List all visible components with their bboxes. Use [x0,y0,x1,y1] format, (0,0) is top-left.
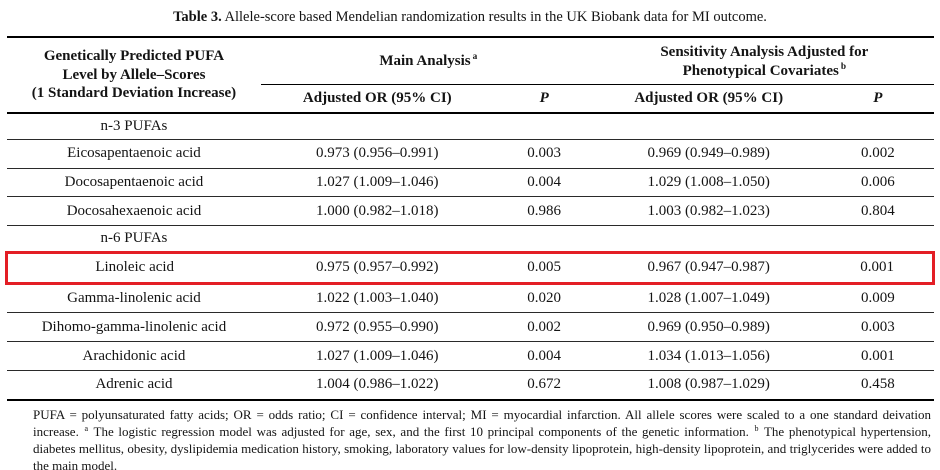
sens-p-cell: 0.002 [822,139,934,169]
sens-p-cell: 0.003 [822,312,934,343]
table-caption-label: Table 3. [173,9,222,25]
pufa-name-cell: Eicosapentaenoic acid [6,139,262,169]
empty-cell [822,225,934,253]
sens-or-cell: 0.969 (0.950–0.989) [595,312,823,343]
pufa-name-cell: Linoleic acid [5,250,262,285]
table-footnote: PUFA = polyunsaturated fatty acids; OR =… [33,406,931,470]
sens-or-cell: 1.003 (0.982–1.023) [595,196,823,227]
main-or-cell: 1.027 (1.009–1.046) [261,341,494,371]
data-row: Dihomo-gamma-linolenic acid 0.972 (0.955–… [6,312,934,343]
pufa-name-cell: Dihomo-gamma-linolenic acid [6,312,262,343]
header-sensitivity-analysis: Sensitivity Analysis Adjusted for Phenot… [595,35,934,86]
header-pufa-level: Genetically Predicted PUFA Level by Alle… [6,35,262,115]
header-sens-p: P [822,84,934,115]
footnote-marker-b: b [840,61,847,72]
main-p-cell: 0.005 [493,250,596,285]
pufa-name-cell: Docosapentaenoic acid [6,168,262,198]
main-or-cell: 0.975 (0.957–0.992) [261,250,494,285]
table-caption: Table 3. Allele-score based Mendelian ra… [5,8,935,27]
data-row: Adrenic acid 1.004 (0.986–1.022) 0.672 1.00… [6,370,934,401]
main-or-cell: 1.004 (0.986–1.022) [261,370,494,401]
main-p-cell: 0.002 [493,312,596,343]
sens-p-cell: 0.009 [822,283,934,314]
pufa-name-cell: Adrenic acid [6,370,262,401]
footnote-sensitivity-model: The phenotypical hypertension, diabetes … [33,423,932,470]
empty-cell [493,225,596,253]
table-body: n-3 PUFAs Eicosapentaenoic acid 0.973 (0.9… [5,113,936,401]
sens-p-cell: 0.001 [822,250,936,285]
main-or-cell: 1.022 (1.003–1.040) [261,283,494,314]
data-row: Gamma-linolenic acid 1.022 (1.003–1.040) 0… [6,283,934,314]
main-or-cell: 0.973 (0.956–0.991) [261,139,494,169]
sens-p-cell: 0.458 [822,370,934,401]
empty-cell [493,113,596,140]
data-row: Eicosapentaenoic acid 0.973 (0.956–0.991)… [6,139,934,169]
header-sens-or: Adjusted OR (95% CI) [595,84,823,115]
empty-cell [595,113,823,140]
sub-header-row: Adjusted OR (95% CI) P Adjusted OR (95% … [7,84,934,115]
sens-or-cell: 0.969 (0.949–0.989) [595,139,823,169]
pufa-name-cell: Docosahexaenoic acid [6,196,262,227]
pufa-name-cell: Arachidonic acid [6,341,262,371]
empty-cell [595,225,823,253]
header-pufa-level-line1: Genetically Predicted PUFA [43,47,225,64]
footnote-sup-b: b [754,423,759,433]
empty-cell [261,225,494,253]
empty-cell [261,113,494,140]
header-pufa-level-line3: (1 Standard Deviation Increase) [31,85,237,102]
main-p-cell: 0.004 [493,341,596,371]
header-main-analysis-label: Main Analysis [379,53,471,70]
main-p-cell: 0.003 [493,139,596,169]
footnote-sup-a: a [84,423,89,433]
main-or-cell: 1.027 (1.009–1.046) [261,168,494,198]
highlighted-row: Linoleic acid 0.975 (0.957–0.992) 0.005 0.9… [5,250,936,285]
main-p-cell: 0.672 [493,370,596,401]
sens-or-cell: 0.967 (0.947–0.987) [595,250,823,285]
group-header-row: Genetically Predicted PUFA Level by Alle… [6,35,934,115]
sens-or-cell: 1.034 (1.013–1.056) [595,341,823,371]
header-sensitivity-line2: Phenotypical Covariates b [599,62,929,81]
main-p-cell: 0.020 [493,283,596,314]
sens-or-cell: 1.008 (0.987–1.029) [595,370,823,401]
footnote-main-model: The logistic regression model was adjust… [93,423,749,439]
header-main-analysis: Main Analysis a [261,35,596,86]
footnote-marker-a: a [472,52,478,63]
sens-p-cell: 0.001 [822,341,934,371]
main-p-cell: 0.004 [493,168,596,198]
data-row: Docosapentaenoic acid 1.027 (1.009–1.046)… [6,168,934,198]
sens-or-cell: 1.029 (1.008–1.050) [595,168,823,198]
table-header: Genetically Predicted PUFA Level by Alle… [6,35,934,115]
section-row: n-3 PUFAs [6,113,934,140]
section-label-cell: n-6 PUFAs [6,225,262,253]
sens-p-cell: 0.006 [822,168,934,198]
main-p-cell: 0.986 [493,196,596,227]
sens-or-cell: 1.028 (1.007–1.049) [595,283,823,314]
mendelian-randomization-table: Genetically Predicted PUFA Level by Alle… [5,35,936,401]
data-row: Docosahexaenoic acid 1.000 (0.982–1.018) 0… [6,196,934,227]
section-label-cell: n-3 PUFAs [6,113,262,140]
pufa-name-cell: Gamma-linolenic acid [6,283,262,314]
data-row: Arachidonic acid 1.027 (1.009–1.046) 0.004… [6,341,934,371]
main-or-cell: 1.000 (0.982–1.018) [261,196,494,227]
section-row: n-6 PUFAs [6,225,934,253]
header-pufa-level-line2: Level by Allele–Scores [62,66,206,83]
header-sensitivity-line1: Sensitivity Analysis Adjusted for [660,43,869,60]
header-main-p: P [493,84,596,115]
main-or-cell: 0.972 (0.955–0.990) [261,312,494,343]
footnote-abbreviations: PUFA = polyunsaturated fatty acids; OR =… [33,406,931,439]
header-main-or: Adjusted OR (95% CI) [261,84,494,115]
sens-p-cell: 0.804 [822,196,934,227]
header-sensitivity-line2-text: Phenotypical Covariates [682,62,839,79]
empty-cell [822,113,934,140]
table-caption-text: Allele-score based Mendelian randomizati… [224,9,767,25]
